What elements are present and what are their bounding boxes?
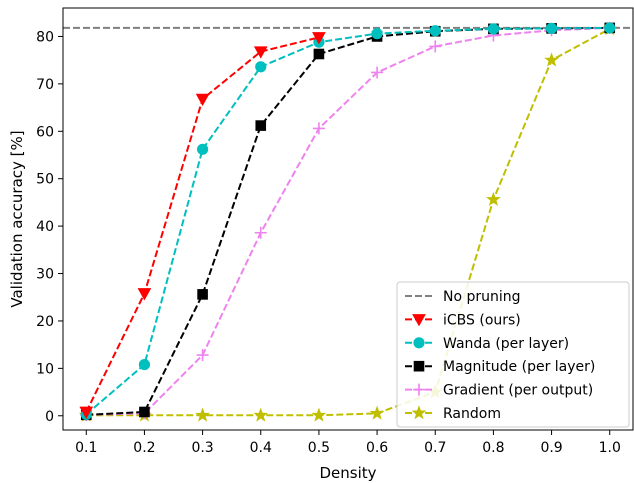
series-line-wanda-per-layer (85, 26, 610, 416)
y-tick-label: 20 (36, 314, 54, 330)
data-point-random (369, 405, 385, 420)
x-tick-label: 0.6 (366, 440, 388, 456)
x-tick-label: 0.2 (133, 440, 155, 456)
data-point-wanda-per-layer (138, 358, 151, 371)
data-point-magnitude-per-layer (197, 289, 208, 300)
data-point-wanda-per-layer (429, 25, 441, 37)
data-point-wanda-per-layer (371, 28, 383, 40)
series-line-magnitude-per-layer (86, 26, 610, 416)
legend-label-magnitude-per-layer: Magnitude (per layer) (443, 359, 595, 375)
y-tick-label: 10 (36, 361, 54, 377)
legend-item-no-pruning: No pruning (405, 289, 521, 305)
legend-marker-wanda-per-layer (413, 337, 425, 349)
series-layer (63, 21, 633, 422)
data-point-random (486, 191, 501, 206)
data-point-magnitude-per-layer (139, 406, 150, 418)
legend-marker-random (411, 405, 427, 420)
y-tick-label: 70 (36, 77, 54, 93)
data-point-icbs-ours (137, 288, 152, 301)
data-point-icbs-ours (312, 32, 326, 45)
legend-marker-magnitude-per-layer (413, 360, 425, 372)
legend-item-magnitude-per-layer: Magnitude (per layer) (405, 359, 595, 375)
data-point-wanda-per-layer (196, 143, 209, 155)
x-tick-label: 0.9 (540, 440, 562, 456)
legend-box (396, 281, 630, 428)
legend-item-gradient-per-output: Gradient (per output) (405, 383, 593, 399)
data-point-magnitude-per-layer (313, 48, 325, 60)
legend-label-random: Random (443, 406, 501, 422)
data-point-gradient-per-output (254, 226, 267, 239)
legend-item-random: Random (405, 405, 501, 422)
legend-item-wanda-per-layer: Wanda (per layer) (405, 336, 569, 352)
y-axis-label: Validation accuracy [%] (8, 130, 26, 307)
series-icbs-ours (79, 32, 326, 420)
axes-frame (62, 7, 634, 431)
data-point-icbs-ours (79, 406, 94, 420)
data-point-wanda-per-layer (487, 23, 500, 35)
y-tick-label: 50 (36, 172, 54, 188)
legend-item-icbs-ours: iCBS (ours) (405, 312, 521, 328)
x-tick-label: 0.8 (482, 440, 504, 456)
data-point-wanda-per-layer (545, 22, 558, 34)
legend-label-icbs-ours: iCBS (ours) (443, 312, 521, 328)
x-tick-label: 0.5 (308, 440, 330, 456)
series-line-random (86, 27, 611, 417)
y-tick-label: 80 (36, 29, 54, 45)
x-axis: 0.1 0.2 0.3 0.4 0.5 0.6 0.7 0.8 0.9 1.0 (75, 430, 621, 456)
legend: No pruning iCBS (ours) Wanda (per layer) Ma… (396, 281, 630, 428)
y-axis: 0 10 20 30 40 50 60 70 80 (36, 29, 63, 425)
legend-label-wanda-per-layer: Wanda (per layer) (443, 336, 569, 352)
data-point-gradient-per-output (429, 40, 442, 53)
data-point-random (544, 52, 559, 67)
x-tick-label: 0.4 (250, 440, 272, 456)
x-tick-label: 0.7 (424, 440, 446, 456)
legend-label-no-pruning: No pruning (443, 289, 521, 305)
legend-marker-icbs-ours (412, 314, 426, 327)
x-axis-label: Density (319, 464, 376, 482)
data-point-gradient-per-output (371, 66, 384, 79)
series-wanda-per-layer (80, 22, 616, 420)
x-tick-label: 0.1 (75, 440, 97, 456)
y-tick-label: 60 (36, 124, 54, 140)
legend-label-gradient-per-output: Gradient (per output) (443, 383, 593, 399)
data-point-gradient-per-output (196, 349, 209, 362)
data-point-random (253, 407, 269, 422)
data-point-random (311, 407, 327, 422)
x-tick-label: 1.0 (599, 440, 621, 456)
data-point-random (195, 407, 210, 422)
y-tick-label: 0 (45, 409, 54, 425)
legend-marker-gradient-per-output (413, 383, 425, 396)
data-point-icbs-ours (253, 46, 268, 59)
y-tick-label: 40 (36, 219, 54, 235)
data-point-icbs-ours (195, 93, 210, 107)
series-line-gradient-per-output (86, 26, 610, 416)
x-tick-label: 0.3 (191, 440, 213, 456)
data-point-wanda-per-layer (255, 61, 267, 73)
data-point-gradient-per-output (312, 122, 325, 135)
data-point-magnitude-per-layer (255, 120, 267, 131)
data-point-wanda-per-layer (604, 22, 616, 34)
y-tick-label: 30 (36, 267, 54, 283)
